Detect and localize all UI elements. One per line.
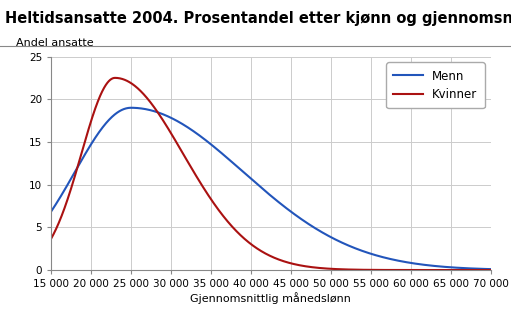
- Line: Kvinner: Kvinner: [51, 78, 491, 270]
- Menn: [128, 106, 134, 110]
- Menn: [71, 172, 77, 176]
- Menn: [48, 210, 54, 214]
- Menn: [475, 267, 481, 271]
- X-axis label: Gjennomsnittlig månedslønn: Gjennomsnittlig månedslønn: [191, 292, 351, 304]
- Kvinner: [394, 268, 401, 272]
- Menn: [262, 189, 268, 193]
- Text: Heltidsansatte 2004. Prosentandel etter kjønn og gjennomsnittlig månedslønn: Heltidsansatte 2004. Prosentandel etter …: [5, 9, 511, 26]
- Menn: [475, 267, 481, 271]
- Kvinner: [112, 76, 118, 80]
- Kvinner: [475, 268, 481, 272]
- Kvinner: [250, 244, 257, 248]
- Menn: [487, 267, 494, 271]
- Menn: [394, 259, 401, 263]
- Kvinner: [71, 179, 77, 182]
- Menn: [250, 179, 257, 183]
- Kvinner: [262, 252, 268, 255]
- Y-axis label: Andel ansatte: Andel ansatte: [16, 38, 94, 48]
- Kvinner: [48, 237, 54, 241]
- Legend: Menn, Kvinner: Menn, Kvinner: [386, 62, 484, 109]
- Kvinner: [475, 268, 481, 272]
- Line: Menn: Menn: [51, 108, 491, 269]
- Kvinner: [487, 268, 494, 272]
